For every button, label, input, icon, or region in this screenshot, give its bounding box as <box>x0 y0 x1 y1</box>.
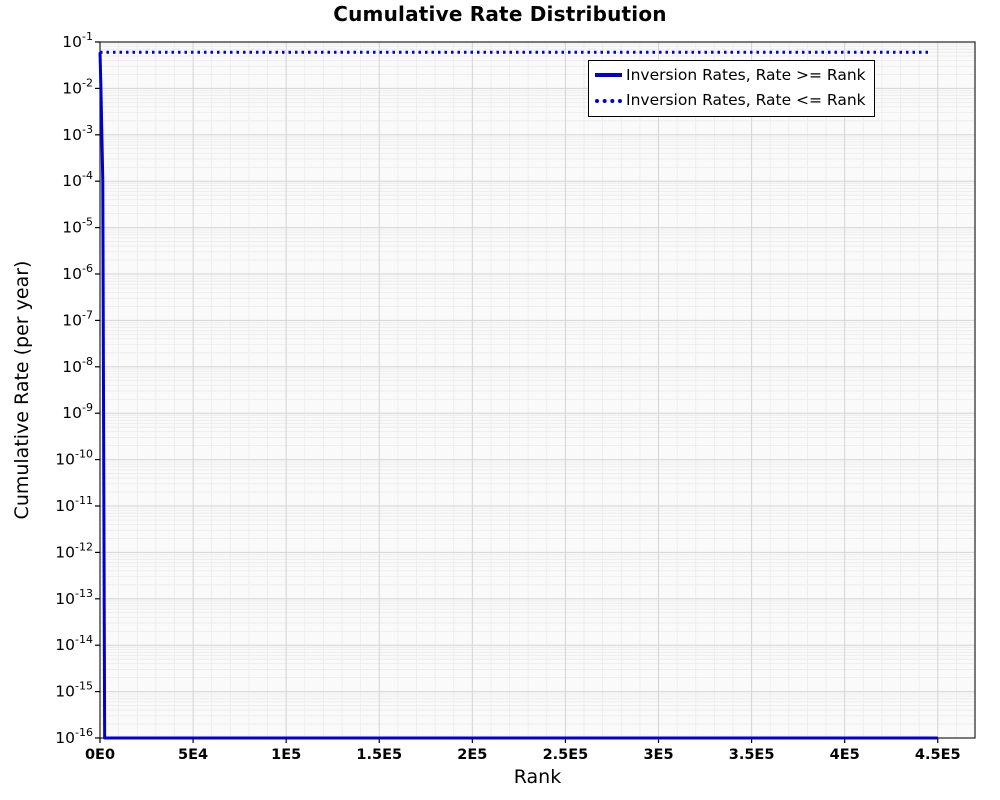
y-tick-label: 10-3 <box>62 123 93 144</box>
y-tick-label: 10-10 <box>55 448 93 469</box>
y-tick-label: 10-11 <box>55 494 93 515</box>
y-tick-label: 10-16 <box>55 726 93 747</box>
y-axis-label: Cumulative Rate (per year) <box>11 260 33 520</box>
x-tick-label: 2.5E5 <box>543 747 589 763</box>
legend: Inversion Rates, Rate >= Rank Inversion … <box>588 60 875 117</box>
legend-label: Inversion Rates, Rate <= Rank <box>626 91 866 110</box>
x-tick-label: 4E5 <box>830 747 860 763</box>
solid-line-swatch <box>595 73 622 78</box>
x-tick-label: 1.5E5 <box>356 747 402 763</box>
series-line-solid <box>98 52 938 740</box>
y-tick-label: 10-5 <box>62 216 93 237</box>
dotted-line-swatch <box>595 98 622 103</box>
x-tick-label: 0E0 <box>85 747 115 763</box>
x-axis-label: Rank <box>513 766 562 788</box>
plot-background <box>100 42 975 738</box>
x-tick-label: 1E5 <box>271 747 301 763</box>
chart-title: Cumulative Rate Distribution <box>333 2 667 26</box>
x-tick-label: 2E5 <box>457 747 487 763</box>
y-tick-label: 10-7 <box>62 308 93 329</box>
y-tick-label: 10-13 <box>55 587 93 608</box>
x-tick-label: 3.5E5 <box>729 747 775 763</box>
x-tick-label: 4.5E5 <box>915 747 961 763</box>
y-tick-labels: 10-1 10-2 10-3 10-4 10-5 10-6 10-7 10-8 10-9 10-1… <box>55 30 93 747</box>
legend-item-rate-le-rank: Inversion Rates, Rate <= Rank <box>595 89 866 111</box>
y-tick-label: 10-12 <box>55 540 93 561</box>
x-tick-label: 3E5 <box>643 747 673 763</box>
y-tick-label: 10-1 <box>62 30 93 51</box>
minor-gridlines <box>100 42 975 738</box>
y-tick-label: 10-8 <box>62 355 93 376</box>
y-tick-label: 10-6 <box>62 262 93 283</box>
x-tick-labels: 0E0 5E4 1E5 1.5E5 2E5 2.5E5 3E5 3.5E5 4E5 4.5E5 <box>85 747 961 763</box>
y-tick-label: 10-14 <box>55 633 93 654</box>
y-tick-label: 10-2 <box>62 76 93 97</box>
x-tick-label: 5E4 <box>178 747 208 763</box>
y-tick-label: 10-15 <box>55 680 93 701</box>
legend-item-rate-ge-rank: Inversion Rates, Rate >= Rank <box>595 64 866 86</box>
legend-label: Inversion Rates, Rate >= Rank <box>626 66 866 84</box>
y-tick-label: 10-4 <box>62 169 93 190</box>
y-tick-label: 10-9 <box>62 401 93 422</box>
